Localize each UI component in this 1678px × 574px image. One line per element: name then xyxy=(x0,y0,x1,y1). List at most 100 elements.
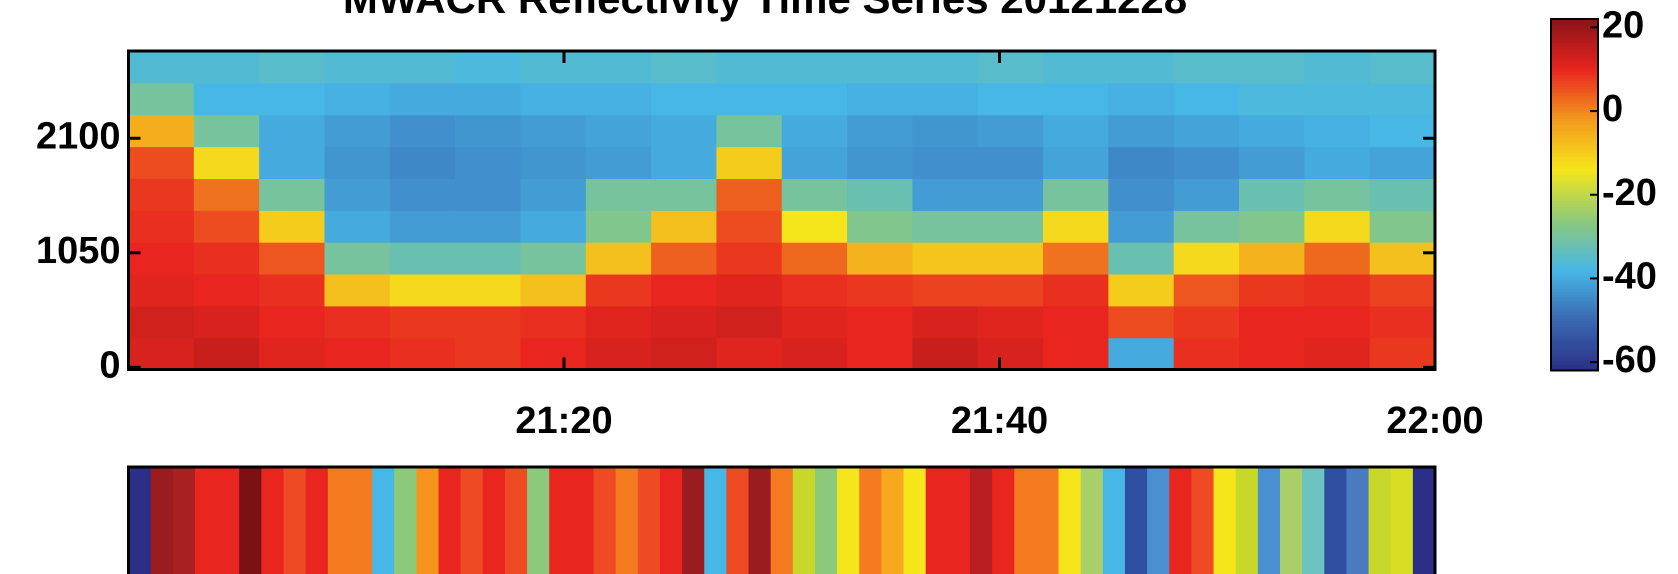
heatmap-cell xyxy=(716,114,783,148)
strip-segment xyxy=(194,467,218,574)
colorbar-step xyxy=(1551,62,1598,67)
heatmap-cell xyxy=(1043,146,1109,179)
heatmap-cell xyxy=(651,82,718,116)
colorbar-step xyxy=(1551,109,1598,114)
heatmap-cell xyxy=(389,273,456,307)
heatmap-cell xyxy=(389,82,456,116)
heatmap-cell xyxy=(128,305,195,339)
heatmap-cell xyxy=(324,210,391,243)
heatmap-cell xyxy=(716,51,783,84)
heatmap-cell xyxy=(1108,114,1175,148)
x-tick-label: 21:40 xyxy=(951,400,1048,442)
colorbar-step xyxy=(1551,347,1598,351)
colorbar-step xyxy=(1551,194,1598,199)
colorbar-step xyxy=(1551,349,1598,354)
colorbar-step xyxy=(1551,226,1598,231)
colorbar-step xyxy=(1551,83,1598,87)
heatmap-cell xyxy=(716,146,783,179)
heatmap-cell xyxy=(1239,82,1305,116)
colorbar-step xyxy=(1551,159,1598,164)
strip-segment xyxy=(349,467,373,574)
strip-frame xyxy=(127,465,1437,574)
heatmap-cell xyxy=(1369,210,1436,243)
strip-segment xyxy=(1235,467,1259,574)
strip-segment xyxy=(659,467,683,574)
x-tick-label: 21:20 xyxy=(515,400,612,442)
heatmap-cell xyxy=(128,273,195,307)
strip-segment xyxy=(748,467,772,574)
colorbar-step xyxy=(1551,39,1598,43)
heatmap-cell xyxy=(781,51,848,84)
colorbar-step xyxy=(1551,74,1598,79)
strip-segment xyxy=(1124,467,1148,574)
heatmap-cell xyxy=(389,337,456,371)
strip-segment xyxy=(1169,467,1192,574)
heatmap-cell xyxy=(912,273,979,307)
heatmap-cell xyxy=(1369,51,1436,84)
colorbar-step xyxy=(1551,294,1598,298)
heatmap-cell xyxy=(1043,242,1109,275)
colorbar-step xyxy=(1551,103,1598,108)
heatmap-cell xyxy=(1173,114,1240,148)
colorbar-step xyxy=(1551,112,1598,117)
colorbar-step xyxy=(1551,42,1598,46)
colorbar-step xyxy=(1551,303,1598,307)
heatmap-cell xyxy=(1043,210,1109,243)
heatmap-cell xyxy=(1043,178,1109,211)
heatmap-cell xyxy=(651,51,718,84)
heatmap-cell xyxy=(128,114,195,148)
heatmap-cell xyxy=(912,146,979,179)
heatmap-cell xyxy=(1043,114,1109,148)
colorbar-step xyxy=(1551,98,1598,102)
heatmap-cell xyxy=(193,273,260,307)
colorbar-step xyxy=(1551,147,1598,152)
heatmap-cell xyxy=(781,337,848,371)
strip-segment xyxy=(438,467,462,574)
heatmap-cell xyxy=(651,337,718,371)
heatmap-cell xyxy=(1239,210,1305,243)
strip-segment xyxy=(549,467,572,574)
heatmap-cell xyxy=(847,178,913,211)
heatmap-cell xyxy=(259,146,326,179)
colorbar-step xyxy=(1551,358,1598,363)
colorbar-step xyxy=(1551,329,1598,333)
heatmap-cell xyxy=(1173,242,1240,275)
heatmap-cell xyxy=(585,210,652,243)
heatmap-cell xyxy=(1369,305,1436,339)
heatmap-cell xyxy=(193,51,260,84)
colorbar-step xyxy=(1551,51,1598,55)
heatmap-cell xyxy=(1239,337,1305,371)
heatmap-cell xyxy=(847,82,913,116)
colorbar-step xyxy=(1551,177,1598,181)
colorbar-step xyxy=(1551,200,1598,205)
colorbar-step xyxy=(1551,68,1598,73)
colorbar-step xyxy=(1551,300,1598,304)
colorbar-step xyxy=(1551,273,1598,278)
heatmap-cell xyxy=(716,305,783,339)
heatmap-cell xyxy=(585,146,652,179)
colorbar-step xyxy=(1551,341,1598,345)
colorbar-step xyxy=(1551,89,1598,93)
colorbar-step xyxy=(1551,162,1598,166)
heatmap-cell xyxy=(912,114,979,148)
colorbar-step xyxy=(1551,206,1598,210)
heatmap-cell xyxy=(912,337,979,371)
y-tick-label: 2100 xyxy=(36,115,121,157)
strip-segment xyxy=(1147,467,1170,574)
colorbar-step xyxy=(1551,45,1598,49)
heatmap-cell xyxy=(847,114,913,148)
heatmap-cell xyxy=(1304,242,1371,275)
heatmap-cell xyxy=(520,114,587,148)
heatmap-cell xyxy=(389,242,456,275)
colorbar-step xyxy=(1551,335,1598,339)
colorbar-step xyxy=(1551,57,1598,61)
colorbar-step xyxy=(1551,218,1598,222)
strip-segment xyxy=(925,467,949,574)
heatmap-cell xyxy=(1369,146,1436,179)
strip-segment xyxy=(792,467,816,574)
heatmap-cell xyxy=(651,114,718,148)
heatmap-cell xyxy=(1239,178,1305,211)
colorbar-step xyxy=(1551,115,1598,120)
heatmap-cell xyxy=(912,242,979,275)
